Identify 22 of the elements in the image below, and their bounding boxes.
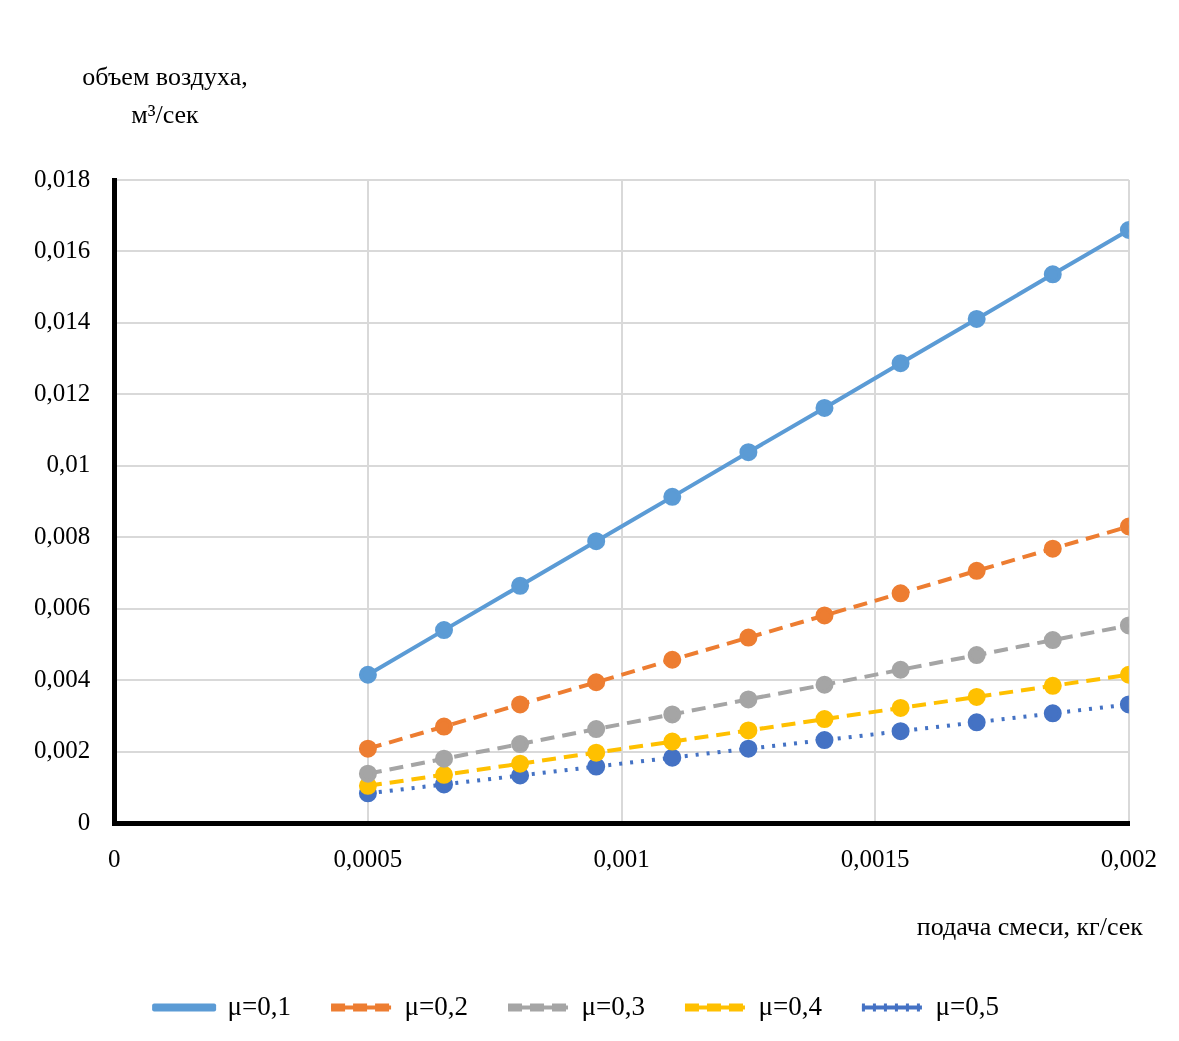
legend-label: μ=0,5 (935, 990, 999, 1021)
x-tick-label: 0,001 (593, 844, 650, 872)
y-tick-label: 0,008 (34, 521, 91, 549)
legend-label: μ=0,4 (758, 990, 823, 1021)
legend-label: μ=0,2 (404, 990, 469, 1021)
y-tick-label: 0,016 (34, 236, 91, 264)
x-tick-label: 0,002 (1100, 844, 1157, 872)
x-tick-label: 0,0015 (840, 844, 910, 872)
x-tick-label: 0 (108, 844, 121, 872)
y-tick-label: 0,002 (34, 736, 91, 764)
x-axis-title: подача смеси, кг/сек (916, 912, 1143, 942)
y-tick-label: 0,012 (34, 378, 91, 406)
y-tick-label: 0,01 (46, 450, 91, 478)
x-tick-label: 0,0005 (333, 844, 403, 872)
y-tick-label: 0,004 (34, 664, 91, 692)
legend-label: μ=0,1 (227, 990, 292, 1021)
legend-label: μ=0,3 (581, 990, 645, 1021)
y-axis-title: объем воздуха, м³/сек (81, 61, 249, 131)
y-tick-label: 0,018 (34, 164, 91, 192)
y-tick-label: 0,006 (34, 593, 91, 621)
y-tick-label: 0,014 (34, 307, 91, 335)
y-tick-label: 0 (77, 807, 91, 835)
